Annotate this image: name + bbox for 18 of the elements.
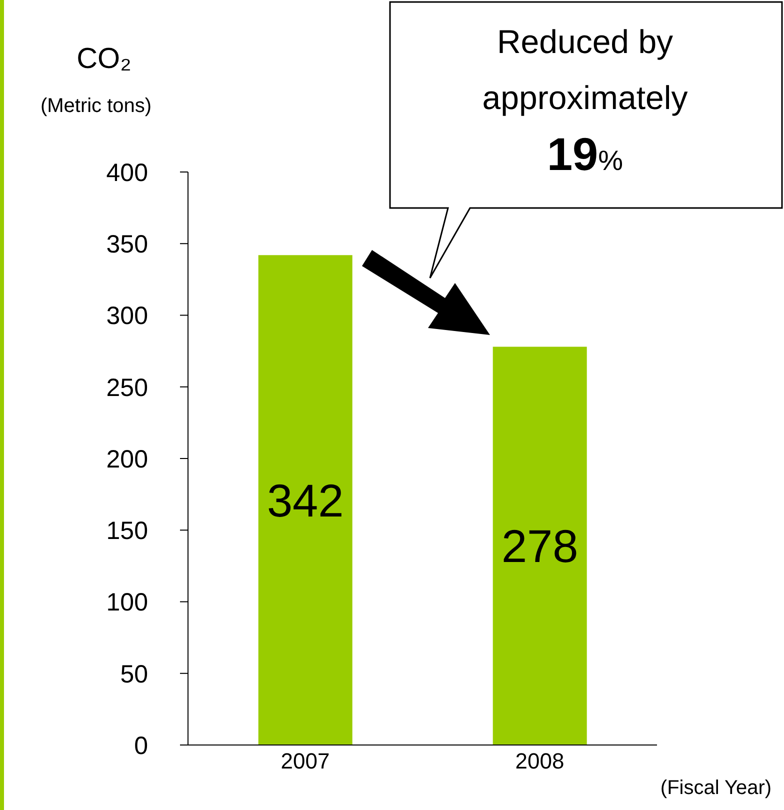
y-tick-label: 100 <box>106 588 148 617</box>
annotation: Reduced by approximately 19% <box>482 23 688 180</box>
y-tick-label: 250 <box>106 374 148 402</box>
y-tick-label: 0 <box>134 732 148 760</box>
data-label: 278 <box>501 520 578 572</box>
x-tick-label: 2007 <box>280 748 330 774</box>
y-tick-label: 50 <box>120 660 148 688</box>
y-tick-label: 400 <box>106 158 148 187</box>
y-tick-label: 350 <box>106 230 148 258</box>
y-axis-title: CO₂ <box>76 43 132 75</box>
x-tick-label: 2008 <box>515 748 564 774</box>
callout-box: Reduced by approximately 19% <box>389 1 783 279</box>
y-tick-label: 200 <box>106 445 148 474</box>
x-axis-title: (Fiscal Year) <box>660 777 772 799</box>
y-tick-label: 300 <box>106 302 148 330</box>
text: (Metric tons) <box>40 95 152 117</box>
data-label: 342 <box>266 474 344 526</box>
y-tick-label: 150 <box>106 517 148 545</box>
